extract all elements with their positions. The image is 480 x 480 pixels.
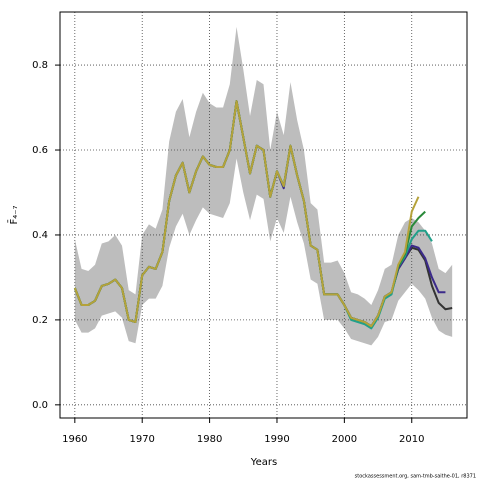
x-tick-label: 1990	[264, 434, 289, 445]
y-tick-label: 0.8	[32, 60, 48, 71]
y-tick-label: 0.2	[32, 315, 48, 326]
x-tick-label: 2010	[399, 434, 424, 445]
y-axis-label: F̄₄₋₇	[7, 205, 20, 224]
y-tick-label: 0.6	[32, 145, 48, 156]
y-tick-label: 0.4	[32, 230, 48, 241]
series-line	[73, 100, 420, 328]
plot-frame	[59, 11, 468, 419]
x-axis-label: Years	[250, 457, 277, 468]
footnote: stockassessment.org, sam-tmb-saithe-01, …	[355, 474, 476, 480]
y-tick-label: 0.0	[32, 400, 48, 411]
x-tick-label: 1970	[129, 434, 154, 445]
x-tick-label: 1960	[62, 434, 87, 445]
x-tick-label: 2000	[332, 434, 357, 445]
x-tick-label: 1980	[197, 434, 222, 445]
confidence-band	[74, 26, 453, 346]
